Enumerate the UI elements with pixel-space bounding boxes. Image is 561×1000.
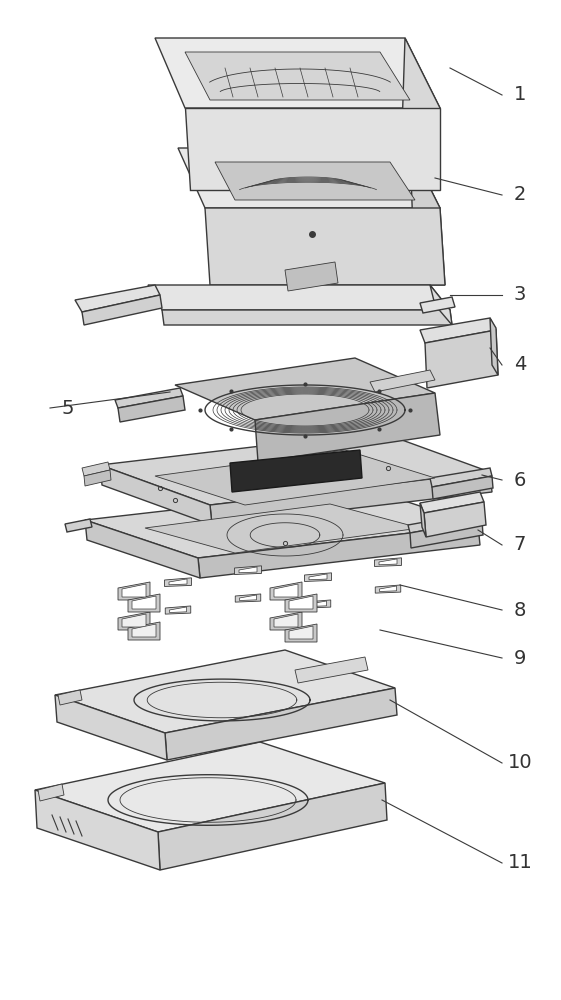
Polygon shape: [424, 502, 486, 537]
Polygon shape: [234, 566, 261, 574]
Polygon shape: [215, 162, 415, 200]
Polygon shape: [132, 596, 156, 609]
Polygon shape: [309, 574, 327, 580]
Polygon shape: [164, 578, 191, 586]
Polygon shape: [115, 388, 183, 408]
Polygon shape: [75, 285, 160, 312]
Polygon shape: [165, 606, 191, 614]
Polygon shape: [285, 262, 338, 291]
Polygon shape: [38, 784, 64, 801]
Polygon shape: [310, 601, 327, 607]
Polygon shape: [379, 559, 397, 565]
Text: 4: 4: [514, 356, 526, 374]
Polygon shape: [128, 594, 160, 612]
Text: 11: 11: [508, 854, 532, 872]
Polygon shape: [420, 492, 484, 513]
Polygon shape: [370, 370, 435, 392]
Polygon shape: [55, 695, 167, 760]
Polygon shape: [274, 614, 298, 627]
Polygon shape: [178, 148, 440, 208]
Text: 9: 9: [514, 648, 526, 668]
Polygon shape: [420, 318, 496, 343]
Polygon shape: [85, 488, 478, 558]
Polygon shape: [295, 657, 368, 683]
Polygon shape: [205, 208, 445, 285]
Text: 1: 1: [514, 86, 526, 104]
Polygon shape: [410, 148, 445, 285]
Polygon shape: [35, 742, 385, 832]
Polygon shape: [210, 472, 492, 525]
Polygon shape: [185, 52, 410, 100]
Polygon shape: [145, 504, 420, 553]
Polygon shape: [85, 520, 200, 578]
Polygon shape: [148, 285, 450, 310]
Polygon shape: [270, 582, 302, 600]
Polygon shape: [410, 520, 483, 548]
Text: 6: 6: [514, 471, 526, 489]
Polygon shape: [122, 584, 146, 597]
Polygon shape: [35, 790, 160, 870]
Polygon shape: [230, 450, 362, 492]
Polygon shape: [305, 573, 332, 581]
Polygon shape: [239, 567, 257, 573]
Polygon shape: [100, 432, 490, 505]
Polygon shape: [375, 585, 401, 593]
Polygon shape: [425, 330, 498, 388]
Polygon shape: [100, 465, 212, 525]
Text: 10: 10: [508, 754, 532, 772]
Text: 8: 8: [514, 600, 526, 619]
Polygon shape: [165, 688, 397, 760]
Polygon shape: [162, 310, 452, 325]
Polygon shape: [420, 297, 455, 313]
Polygon shape: [432, 476, 493, 499]
Polygon shape: [158, 783, 387, 870]
Polygon shape: [175, 358, 435, 420]
Polygon shape: [408, 512, 482, 533]
Polygon shape: [235, 594, 261, 602]
Polygon shape: [375, 558, 402, 566]
Polygon shape: [430, 468, 492, 487]
Polygon shape: [490, 318, 498, 375]
Polygon shape: [274, 584, 298, 597]
Polygon shape: [305, 600, 331, 608]
Polygon shape: [128, 622, 160, 640]
Polygon shape: [155, 38, 440, 108]
Text: 2: 2: [514, 186, 526, 205]
Polygon shape: [118, 396, 185, 422]
Polygon shape: [379, 586, 397, 592]
Polygon shape: [82, 462, 110, 476]
Polygon shape: [198, 525, 480, 578]
Polygon shape: [285, 594, 317, 612]
Polygon shape: [270, 612, 302, 630]
Polygon shape: [122, 614, 146, 627]
Text: 5: 5: [62, 398, 74, 418]
Polygon shape: [400, 38, 440, 190]
Polygon shape: [169, 579, 187, 585]
Polygon shape: [155, 450, 435, 505]
Polygon shape: [118, 612, 150, 630]
Text: 7: 7: [514, 536, 526, 554]
Polygon shape: [240, 595, 256, 601]
Polygon shape: [430, 285, 452, 325]
Polygon shape: [289, 596, 313, 609]
Polygon shape: [65, 519, 92, 532]
Polygon shape: [84, 470, 111, 486]
Polygon shape: [55, 650, 395, 733]
Polygon shape: [420, 503, 426, 537]
Polygon shape: [82, 295, 162, 325]
Polygon shape: [132, 624, 156, 637]
Polygon shape: [255, 393, 440, 462]
Polygon shape: [118, 582, 150, 600]
Polygon shape: [285, 624, 317, 642]
Polygon shape: [58, 690, 82, 705]
Polygon shape: [185, 108, 440, 190]
Polygon shape: [169, 607, 186, 613]
Polygon shape: [289, 626, 313, 639]
Text: 3: 3: [514, 286, 526, 304]
